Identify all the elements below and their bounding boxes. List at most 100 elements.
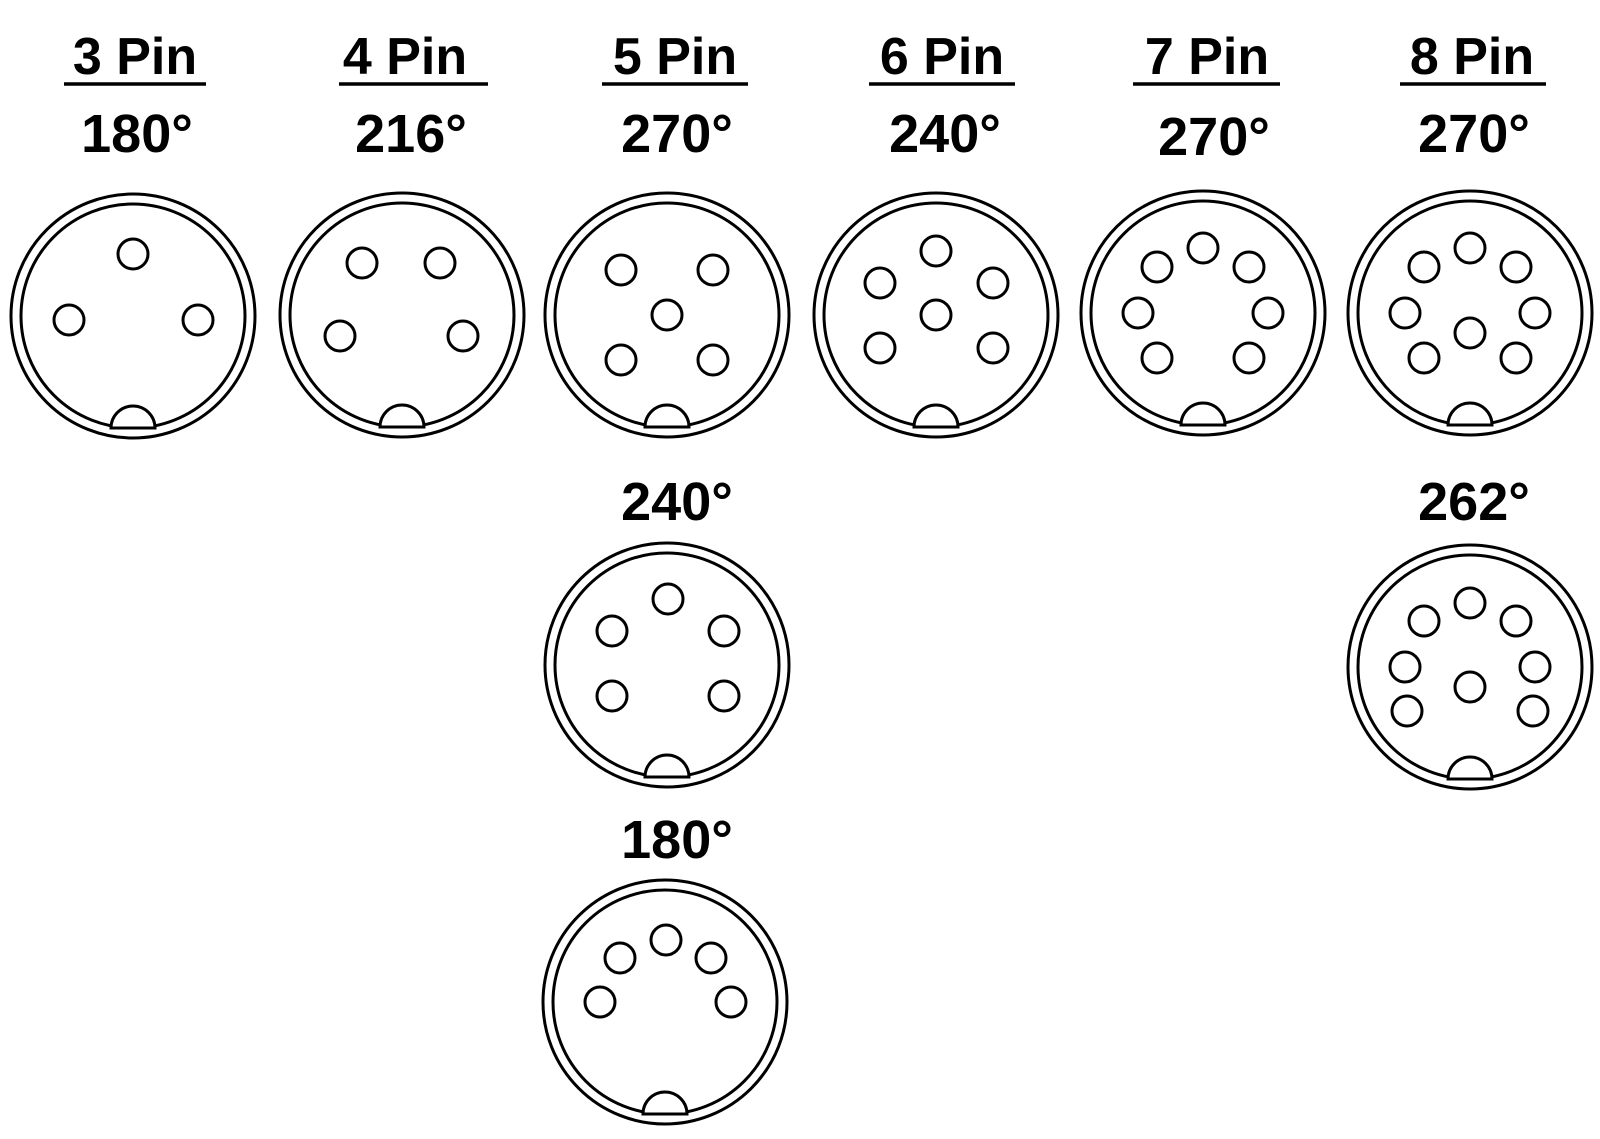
key-notch bbox=[1446, 755, 1494, 781]
pin-hole bbox=[1453, 670, 1487, 704]
pin-hole bbox=[1140, 250, 1174, 284]
pin-hole bbox=[595, 614, 629, 648]
connector-6-pin-240 bbox=[812, 191, 1060, 439]
pin-hole bbox=[651, 582, 685, 616]
connector-outer-ring bbox=[812, 191, 1060, 439]
pin-hole bbox=[696, 343, 730, 377]
pin-count-header: 6 Pin bbox=[880, 28, 1004, 86]
column-8-pin: 8 Pin 270° 262° bbox=[1346, 28, 1594, 791]
key-notch bbox=[643, 403, 691, 429]
pin-hole bbox=[976, 266, 1010, 300]
pin-hole bbox=[1121, 296, 1155, 330]
pin-hole bbox=[1388, 650, 1422, 684]
pin-hole bbox=[1407, 604, 1441, 638]
pin-hole bbox=[1453, 586, 1487, 620]
connector-outer-ring bbox=[1346, 543, 1594, 791]
pin-hole bbox=[1232, 250, 1266, 284]
connector-7-pin-270 bbox=[1079, 189, 1327, 437]
column-5-pin: 5 Pin 270° 240° 180° bbox=[541, 28, 791, 1126]
connector-outer-ring bbox=[1346, 189, 1594, 437]
pin-hole bbox=[1251, 296, 1285, 330]
pin-hole bbox=[649, 923, 683, 957]
connector-5-pin-270 bbox=[543, 191, 791, 439]
connector-outer-ring bbox=[1079, 189, 1327, 437]
column-3-pin: 3 Pin 180° bbox=[9, 28, 257, 440]
connector-outer-ring bbox=[543, 191, 791, 439]
connector-outer-ring bbox=[278, 191, 526, 439]
pin-hole bbox=[181, 303, 215, 337]
key-notch bbox=[109, 404, 157, 430]
pin-hole bbox=[707, 614, 741, 648]
angle-label: 240° bbox=[621, 472, 733, 532]
pin-hole bbox=[595, 679, 629, 713]
pin-hole bbox=[604, 253, 638, 287]
pin-hole bbox=[1390, 694, 1424, 728]
key-notch bbox=[1179, 401, 1227, 427]
pin-count-header: 4 Pin bbox=[343, 28, 467, 86]
pin-hole bbox=[323, 319, 357, 353]
key-notch bbox=[1446, 401, 1494, 427]
column-6-pin: 6 Pin 240° bbox=[812, 28, 1060, 439]
key-notch bbox=[641, 1090, 689, 1116]
pin-hole bbox=[714, 985, 748, 1019]
pin-hole bbox=[696, 253, 730, 287]
connector-5-pin-180 bbox=[541, 878, 789, 1126]
pin-hole bbox=[919, 298, 953, 332]
key-notch bbox=[912, 403, 960, 429]
pin-hole bbox=[1453, 316, 1487, 350]
connector-inner-ring bbox=[288, 201, 516, 429]
pin-count-header: 7 Pin bbox=[1145, 28, 1269, 86]
pin-hole bbox=[1140, 341, 1174, 375]
pin-hole bbox=[116, 237, 150, 271]
pin-hole bbox=[694, 941, 728, 975]
connector-outer-ring bbox=[543, 541, 791, 789]
pin-hole bbox=[1518, 650, 1552, 684]
angle-label: 270° bbox=[1418, 104, 1530, 164]
connector-outer-ring bbox=[9, 192, 257, 440]
pin-hole bbox=[1499, 604, 1533, 638]
angle-label: 180° bbox=[621, 810, 733, 870]
pin-hole bbox=[52, 303, 86, 337]
pin-hole bbox=[446, 319, 480, 353]
pin-hole bbox=[1407, 250, 1441, 284]
connector-8-pin-262 bbox=[1346, 543, 1594, 791]
pin-hole bbox=[1518, 296, 1552, 330]
pin-hole bbox=[604, 343, 638, 377]
angle-label: 262° bbox=[1418, 472, 1530, 532]
angle-label: 270° bbox=[621, 104, 733, 164]
pin-hole bbox=[583, 985, 617, 1019]
pin-hole bbox=[863, 331, 897, 365]
column-4-pin: 4 Pin 216° bbox=[278, 28, 526, 439]
connector-3-pin-180 bbox=[9, 192, 257, 440]
pin-hole bbox=[976, 331, 1010, 365]
pin-hole bbox=[650, 298, 684, 332]
connector-5-pin-240 bbox=[543, 541, 791, 789]
pin-hole bbox=[1499, 250, 1533, 284]
pin-hole bbox=[603, 941, 637, 975]
angle-label: 216° bbox=[355, 104, 467, 164]
angle-label: 270° bbox=[1158, 107, 1270, 167]
pin-count-header: 5 Pin bbox=[613, 28, 737, 86]
connector-outer-ring bbox=[541, 878, 789, 1126]
pin-hole bbox=[1186, 231, 1220, 265]
pin-hole bbox=[1516, 694, 1550, 728]
pin-hole bbox=[707, 679, 741, 713]
key-notch bbox=[643, 753, 691, 779]
pin-count-header: 3 Pin bbox=[73, 28, 197, 86]
pin-hole bbox=[919, 234, 953, 268]
angle-label: 180° bbox=[81, 104, 193, 164]
pin-hole bbox=[1453, 231, 1487, 265]
angle-label: 240° bbox=[889, 104, 1001, 164]
pin-count-header: 8 Pin bbox=[1410, 28, 1534, 86]
pin-hole bbox=[1499, 341, 1533, 375]
key-notch bbox=[378, 403, 426, 429]
connector-4-pin-216 bbox=[278, 191, 526, 439]
pin-hole bbox=[345, 246, 379, 280]
connector-8-pin-270 bbox=[1346, 189, 1594, 437]
pin-hole bbox=[863, 266, 897, 300]
column-7-pin: 7 Pin 270° bbox=[1079, 28, 1327, 437]
pin-hole bbox=[423, 246, 457, 280]
pin-hole bbox=[1232, 341, 1266, 375]
pin-hole bbox=[1388, 296, 1422, 330]
